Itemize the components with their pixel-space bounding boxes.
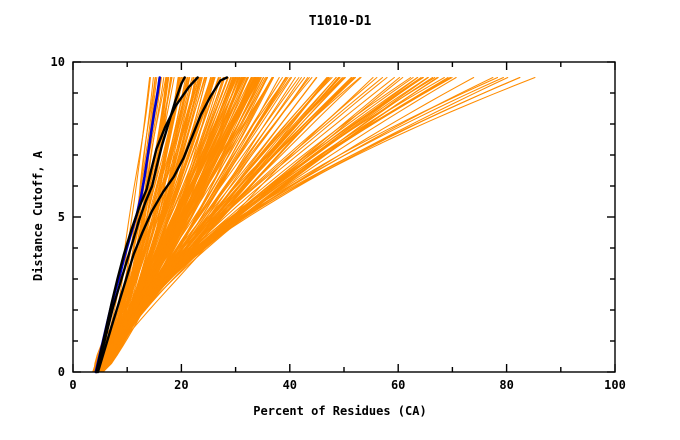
x-tick-label: 0	[69, 378, 77, 392]
highlight-curve-highlight-black-2	[96, 76, 229, 374]
page-title: T1010-D1	[308, 14, 372, 29]
ensemble-curve	[97, 76, 195, 373]
x-tick-label: 60	[390, 378, 406, 392]
axis-frame	[72, 61, 616, 373]
y-tick-label: 0	[57, 365, 65, 379]
x-tick-label: 40	[282, 378, 298, 392]
ensemble-curve	[102, 76, 169, 373]
ensemble-curve	[94, 76, 439, 373]
ensemble-curve	[97, 76, 296, 373]
y-tick-label: 5	[57, 210, 65, 224]
x-axis-label: Percent of Residues (CA)	[253, 404, 427, 418]
x-tick-label: 100	[604, 378, 626, 392]
ensemble-curve	[99, 76, 429, 373]
highlight-curve-highlight-black-3	[95, 76, 199, 374]
x-tick-label: 80	[499, 378, 514, 392]
ensemble-curve	[100, 76, 173, 373]
ensemble-curve	[99, 76, 268, 373]
ensemble-curve	[92, 76, 151, 373]
ensemble-curve	[93, 76, 261, 373]
ensemble-curve	[96, 76, 234, 373]
ensemble-curve	[99, 76, 302, 373]
y-tick-label: 10	[50, 55, 65, 69]
highlight-curves	[94, 76, 229, 374]
ensemble-curve	[92, 76, 445, 373]
ensemble-curve	[92, 76, 355, 373]
ensemble-curves	[92, 76, 536, 373]
x-tick-label: 20	[174, 378, 189, 392]
ensemble-curve	[99, 76, 273, 373]
ensemble-curve	[95, 76, 293, 373]
ensemble-curve	[93, 76, 521, 373]
ensemble-curve	[92, 76, 182, 373]
